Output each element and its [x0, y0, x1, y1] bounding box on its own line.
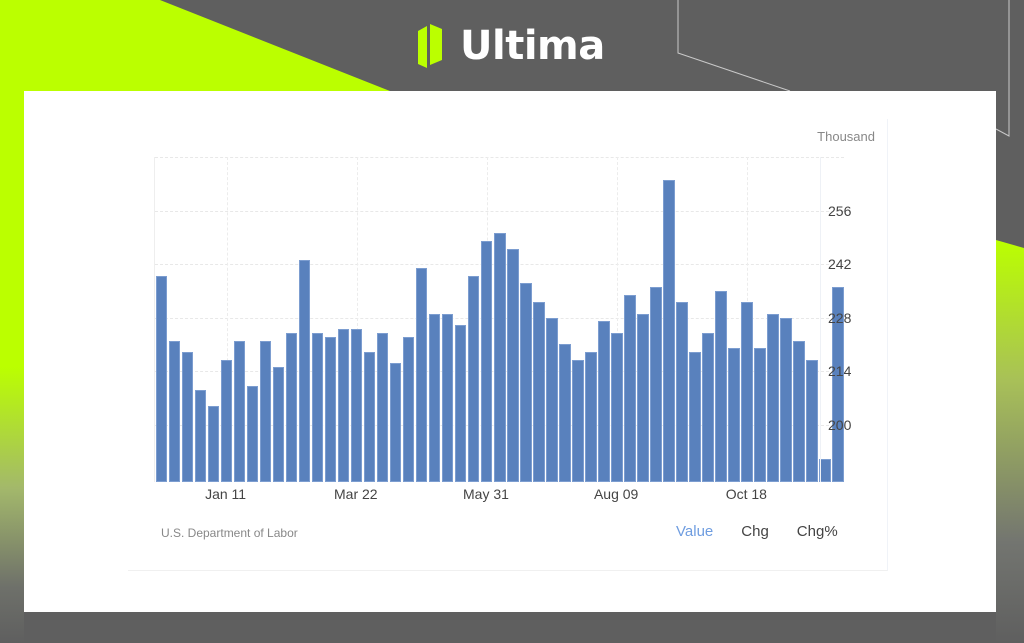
bar[interactable]: [767, 313, 779, 482]
vgridline: [226, 157, 228, 482]
bar[interactable]: [298, 260, 311, 482]
y-tick-label: 256: [828, 202, 852, 219]
bar[interactable]: [259, 340, 272, 482]
bar[interactable]: [168, 340, 181, 482]
bar[interactable]: [728, 348, 740, 482]
unit-label: Thousand: [817, 129, 875, 144]
bar[interactable]: [702, 332, 714, 482]
y-axis-line: [820, 157, 821, 482]
bar[interactable]: [637, 313, 649, 482]
bar-series: [155, 157, 844, 482]
bar[interactable]: [194, 390, 207, 482]
tab-value[interactable]: Value: [676, 523, 714, 540]
tab-chg[interactable]: Chg: [741, 523, 769, 540]
x-tick-label: Mar 22: [333, 486, 378, 502]
bar[interactable]: [624, 294, 636, 482]
bar[interactable]: [819, 459, 831, 482]
bar[interactable]: [454, 325, 467, 482]
bar[interactable]: [741, 302, 753, 482]
chart-card: Thousand 200 214 228 242 256 Jan 11 Mar 22 May…: [24, 91, 996, 612]
bar[interactable]: [324, 336, 337, 482]
bar[interactable]: [467, 275, 480, 482]
bar[interactable]: [428, 313, 441, 482]
brand-logo: Ultima: [418, 24, 605, 68]
view-tabs: Value Chg Chg%: [676, 523, 838, 540]
bar[interactable]: [272, 367, 285, 482]
bar[interactable]: [689, 352, 701, 482]
bar[interactable]: [793, 340, 805, 482]
bar[interactable]: [663, 179, 675, 482]
bar[interactable]: [598, 321, 610, 482]
bar[interactable]: [337, 329, 350, 482]
x-tick-label: Aug 09: [593, 486, 639, 502]
brand-name: Ultima: [460, 23, 605, 69]
bar[interactable]: [493, 233, 506, 482]
gridline: [155, 157, 844, 158]
bar[interactable]: [220, 359, 233, 482]
tab-chg-percent[interactable]: Chg%: [796, 523, 838, 540]
vgridline: [617, 157, 619, 482]
bar[interactable]: [350, 329, 363, 482]
bar[interactable]: [572, 359, 584, 482]
bar[interactable]: [207, 405, 220, 482]
y-tick-label: 242: [828, 256, 852, 273]
y-tick-label: 200: [828, 416, 852, 433]
bar[interactable]: [546, 317, 558, 482]
bar[interactable]: [559, 344, 571, 482]
bar[interactable]: [441, 313, 454, 482]
bar[interactable]: [415, 267, 428, 482]
gridline: [155, 210, 844, 212]
y-tick-label: 214: [828, 363, 852, 380]
bar[interactable]: [155, 275, 168, 482]
bar[interactable]: [832, 287, 844, 482]
bar[interactable]: [402, 336, 415, 482]
x-tick-label: May 31: [463, 486, 509, 502]
ultima-logo-icon: [418, 24, 442, 68]
source-label: U.S. Department of Labor: [161, 526, 298, 540]
bar[interactable]: [533, 302, 545, 482]
vgridline: [356, 157, 358, 482]
bar[interactable]: [507, 248, 519, 482]
bar[interactable]: [181, 352, 194, 482]
y-tick-label: 228: [828, 309, 852, 326]
bar[interactable]: [650, 287, 662, 482]
bar[interactable]: [611, 332, 623, 482]
bar[interactable]: [480, 241, 493, 482]
bar[interactable]: [780, 317, 792, 482]
bar[interactable]: [389, 363, 402, 482]
bar[interactable]: [585, 352, 597, 482]
chart-panel: Thousand 200 214 228 242 256 Jan 11 Mar 22 May…: [128, 119, 888, 571]
bar[interactable]: [806, 359, 818, 482]
bar[interactable]: [246, 386, 259, 482]
bar[interactable]: [311, 332, 324, 482]
bar[interactable]: [754, 348, 766, 482]
bar[interactable]: [376, 332, 389, 482]
bar[interactable]: [233, 340, 246, 482]
plot-area: [154, 157, 844, 482]
bar[interactable]: [676, 302, 688, 482]
x-tick-label: Jan 11: [205, 486, 247, 502]
bar[interactable]: [520, 283, 532, 482]
x-tick-label: Oct 18: [725, 486, 767, 502]
bar[interactable]: [363, 352, 376, 482]
bar[interactable]: [285, 332, 298, 482]
bar[interactable]: [715, 290, 727, 482]
